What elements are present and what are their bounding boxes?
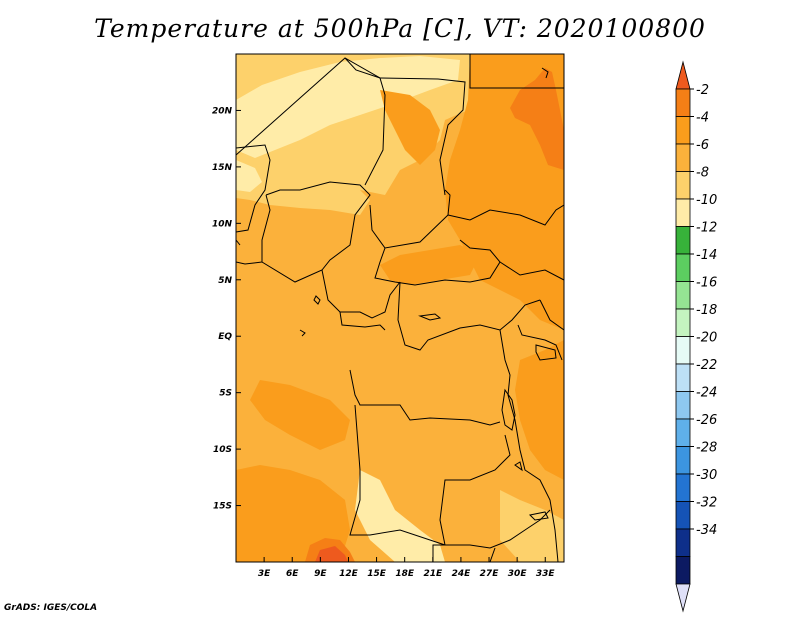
colorbar-label: -10 <box>696 193 717 208</box>
lat-tick-label: 5N <box>218 276 232 286</box>
map-title: Temperature at 500hPa [C], VT: 202010080… <box>94 14 706 43</box>
lon-tick-label: 33E <box>536 569 556 579</box>
colorbar-swatch <box>675 501 691 530</box>
colorbar-swatch <box>675 556 691 585</box>
field-region-pale-coast <box>236 160 262 192</box>
lat-tick-label: 5S <box>219 389 232 399</box>
field-region-yellow-south-east <box>500 490 564 562</box>
colorbar-label: -22 <box>696 358 717 373</box>
colorbar-label: -8 <box>696 166 709 181</box>
field-region-pale-south <box>355 470 445 562</box>
field-region-yellow-sahel <box>236 170 370 215</box>
colorbar-legend: -2 -4 -6 -8 -10 -12 -14 -16 -18 -20 -22 -24 -26 -28 -3… <box>675 60 717 613</box>
colorbar-swatch <box>675 308 691 337</box>
field-region-orange-sw <box>236 465 350 562</box>
colorbar-label: -32 <box>696 496 717 511</box>
colorbar-label: -14 <box>696 248 717 263</box>
lon-tick-label: 27E <box>480 569 500 579</box>
colorbar-swatch <box>675 473 691 502</box>
colorbar-swatch <box>675 143 691 172</box>
latitude-axis: 20N 15N 10N 5N EQ 5S 10S 15S <box>212 106 241 512</box>
grads-credit: GrADS: IGES/COLA <box>4 603 98 613</box>
lon-tick-label: 21E <box>423 569 443 579</box>
colorbar-label: -4 <box>696 111 709 126</box>
colorbar-swatch <box>675 363 691 392</box>
colorbar-swatch <box>675 253 691 282</box>
colorbar-swatch <box>675 336 691 365</box>
country-borders <box>236 54 564 562</box>
colorbar-label: -20 <box>696 331 717 346</box>
field-region-orange-central-n <box>380 90 440 165</box>
lon-tick-label: 12E <box>339 569 359 579</box>
lon-tick-label: 9E <box>314 569 327 579</box>
colorbar-label: -18 <box>696 303 717 318</box>
colorbar-label: -28 <box>696 441 717 456</box>
colorbar-label: -6 <box>696 138 709 153</box>
colorbar-label: -12 <box>696 221 717 236</box>
colorbar-label: -34 <box>696 523 717 538</box>
colorbar-swatch <box>675 171 691 200</box>
lat-tick-label: EQ <box>218 332 232 342</box>
lon-tick-label: 15E <box>367 569 387 579</box>
field-region-pale-north <box>236 56 460 158</box>
field-region-deep-red-south <box>315 546 348 562</box>
colorbar-swatch <box>675 226 691 255</box>
colorbar-label: -26 <box>696 413 717 428</box>
colorbar-swatch <box>675 198 691 227</box>
colorbar-swatch <box>675 418 691 447</box>
field-region-orange-band <box>380 245 480 285</box>
lon-tick-label: 24E <box>452 569 472 579</box>
colorbar-swatch <box>675 88 691 117</box>
lat-tick-label: 15N <box>212 163 233 173</box>
lat-tick-label: 10S <box>213 445 232 455</box>
lat-tick-label: 20N <box>212 106 233 116</box>
map-field <box>236 54 564 562</box>
field-region-orange-east-s <box>515 340 564 480</box>
colorbar-upper-triangle <box>675 60 691 90</box>
colorbar-swatch <box>675 281 691 310</box>
colorbar-lower-triangle <box>675 583 691 613</box>
map-frame <box>235 53 565 563</box>
colorbar-label: -16 <box>696 276 717 291</box>
colorbar-swatch <box>675 446 691 475</box>
colorbar-label: -24 <box>696 386 717 401</box>
longitude-axis: 3E 6E 9E 12E 15E 18E 21E 24E 27E 30E 33E <box>258 557 556 579</box>
colorbar-swatch <box>675 391 691 420</box>
lon-tick-label: 30E <box>508 569 528 579</box>
colorbar-label: -2 <box>696 83 709 98</box>
lon-tick-label: 18E <box>395 569 415 579</box>
field-region-red-northeast <box>510 68 564 170</box>
lon-tick-label: 3E <box>258 569 271 579</box>
colorbar-label: -30 <box>696 468 717 483</box>
colorbar-swatch <box>675 116 691 145</box>
colorbar-swatch <box>675 528 691 557</box>
lat-tick-label: 15S <box>213 502 232 512</box>
lon-tick-label: 6E <box>286 569 299 579</box>
lat-tick-label: 10N <box>212 219 233 229</box>
field-region-orange-west <box>250 380 350 450</box>
